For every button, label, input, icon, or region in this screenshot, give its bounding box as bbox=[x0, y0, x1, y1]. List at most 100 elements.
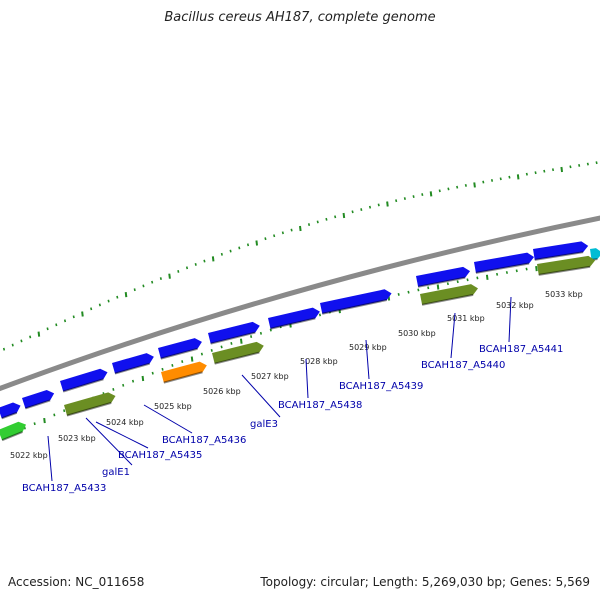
tick-mark bbox=[29, 335, 32, 339]
tick-mark bbox=[81, 311, 84, 317]
feature-track bbox=[0, 241, 600, 442]
gene-arrow-olive bbox=[420, 284, 478, 306]
cds-arrow bbox=[533, 241, 589, 261]
tick-mark bbox=[131, 379, 135, 383]
accession-text: Accession: NC_011658 bbox=[8, 575, 145, 589]
tick-mark bbox=[499, 177, 502, 181]
tick-mark bbox=[456, 280, 459, 284]
tick-mark bbox=[159, 277, 162, 280]
tick-mark bbox=[299, 225, 302, 232]
tick-mark bbox=[516, 174, 520, 180]
kbp-label: 5029 kbp bbox=[349, 343, 387, 352]
tick-mark bbox=[37, 331, 41, 337]
tick-mark bbox=[535, 266, 538, 272]
tick-mark bbox=[98, 303, 101, 307]
tick-mark bbox=[185, 266, 189, 270]
gene-label: BCAH187_A5438 bbox=[278, 400, 362, 411]
tick-mark bbox=[250, 335, 253, 338]
kbp-label: 5024 kbp bbox=[106, 418, 144, 427]
tick-mark bbox=[525, 267, 528, 271]
tick-mark bbox=[161, 367, 164, 371]
tick-mark bbox=[466, 278, 469, 282]
tick-mark bbox=[55, 323, 58, 327]
tick-mark bbox=[116, 295, 119, 299]
tick-mark bbox=[436, 284, 440, 290]
tick-mark bbox=[273, 234, 276, 238]
gene-label: BCAH187_A5435 bbox=[118, 450, 202, 461]
gene-label: BCAH187_A5433 bbox=[22, 483, 106, 494]
tick-mark bbox=[281, 231, 284, 235]
tick-mark bbox=[325, 217, 328, 221]
tick-mark bbox=[505, 271, 508, 274]
tick-mark bbox=[578, 164, 581, 167]
tick-mark bbox=[122, 383, 125, 387]
tick-mark bbox=[534, 171, 537, 175]
gene-labels: BCAH187_A5433 galE1 BCAH187_A5435 BCAH187_A… bbox=[22, 296, 563, 494]
tick-mark bbox=[476, 276, 479, 280]
tick-mark bbox=[211, 256, 215, 262]
tick-mark bbox=[194, 262, 197, 266]
tick-mark bbox=[334, 215, 337, 219]
gene-arrow-orange bbox=[161, 361, 207, 384]
tick-mark bbox=[230, 341, 233, 345]
tick-mark bbox=[220, 345, 223, 349]
tick-mark bbox=[246, 243, 250, 247]
cds-arrow bbox=[22, 389, 55, 410]
tick-mark bbox=[490, 178, 494, 182]
kbp-label: 5032 kbp bbox=[496, 301, 534, 310]
tick-mark bbox=[407, 290, 410, 294]
gene-arrow-olive bbox=[64, 392, 116, 417]
tick-mark bbox=[264, 237, 267, 241]
tick-mark bbox=[456, 185, 459, 189]
gene-connector bbox=[305, 358, 309, 399]
tick-mark bbox=[229, 249, 232, 253]
gene-connector bbox=[508, 296, 512, 343]
tick-mark bbox=[316, 220, 319, 224]
tick-mark bbox=[220, 252, 223, 256]
tick-mark bbox=[360, 208, 363, 211]
gene-connector bbox=[47, 435, 53, 482]
tick-mark bbox=[63, 409, 66, 413]
tick-mark bbox=[11, 343, 14, 347]
tick-mark bbox=[395, 199, 398, 203]
tick-mark bbox=[307, 223, 311, 226]
cds-arrow bbox=[0, 402, 21, 420]
tick-mark bbox=[238, 246, 241, 250]
tick-mark bbox=[525, 172, 528, 176]
kbp-label: 5026 kbp bbox=[203, 387, 241, 396]
tick-mark bbox=[473, 182, 476, 188]
tick-mark bbox=[403, 197, 406, 201]
tick-mark bbox=[151, 371, 154, 375]
tick-mark bbox=[386, 201, 389, 207]
tick-mark bbox=[20, 339, 23, 343]
gene-label: BCAH187_A5440 bbox=[421, 360, 505, 371]
kbp-label: 5033 kbp bbox=[545, 290, 583, 299]
tick-mark bbox=[190, 356, 194, 362]
gene-arrow-olive bbox=[212, 341, 264, 365]
cds-arrow bbox=[208, 321, 260, 345]
gene-arrow-olive bbox=[537, 255, 596, 276]
tick-mark bbox=[508, 175, 511, 179]
gene-label: BCAH187_A5441 bbox=[479, 344, 563, 355]
tick-mark bbox=[63, 319, 67, 323]
kbp-scale: 5022 kbp 5023 kbp 5024 kbp 5025 kbp 5026 kbp… bbox=[10, 290, 583, 460]
tick-mark bbox=[586, 162, 589, 166]
tick-mark bbox=[255, 240, 259, 246]
gene-label: BCAH187_A5436 bbox=[162, 435, 246, 446]
tick-mark bbox=[560, 166, 564, 173]
tick-mark bbox=[90, 307, 93, 311]
tick-mark bbox=[438, 189, 441, 193]
tick-mark bbox=[43, 417, 46, 424]
tick-mark bbox=[171, 363, 174, 367]
tick-mark bbox=[107, 299, 110, 303]
gene-label: galE3 bbox=[250, 419, 278, 430]
tick-mark bbox=[203, 259, 206, 263]
tick-mark bbox=[168, 273, 171, 279]
tick-mark bbox=[421, 193, 424, 197]
tick-mark bbox=[2, 347, 6, 351]
tick-mark bbox=[72, 315, 75, 319]
tick-mark bbox=[342, 212, 346, 219]
tick-mark bbox=[53, 413, 56, 417]
kbp-label: 5028 kbp bbox=[300, 357, 338, 366]
tick-mark bbox=[133, 288, 136, 292]
